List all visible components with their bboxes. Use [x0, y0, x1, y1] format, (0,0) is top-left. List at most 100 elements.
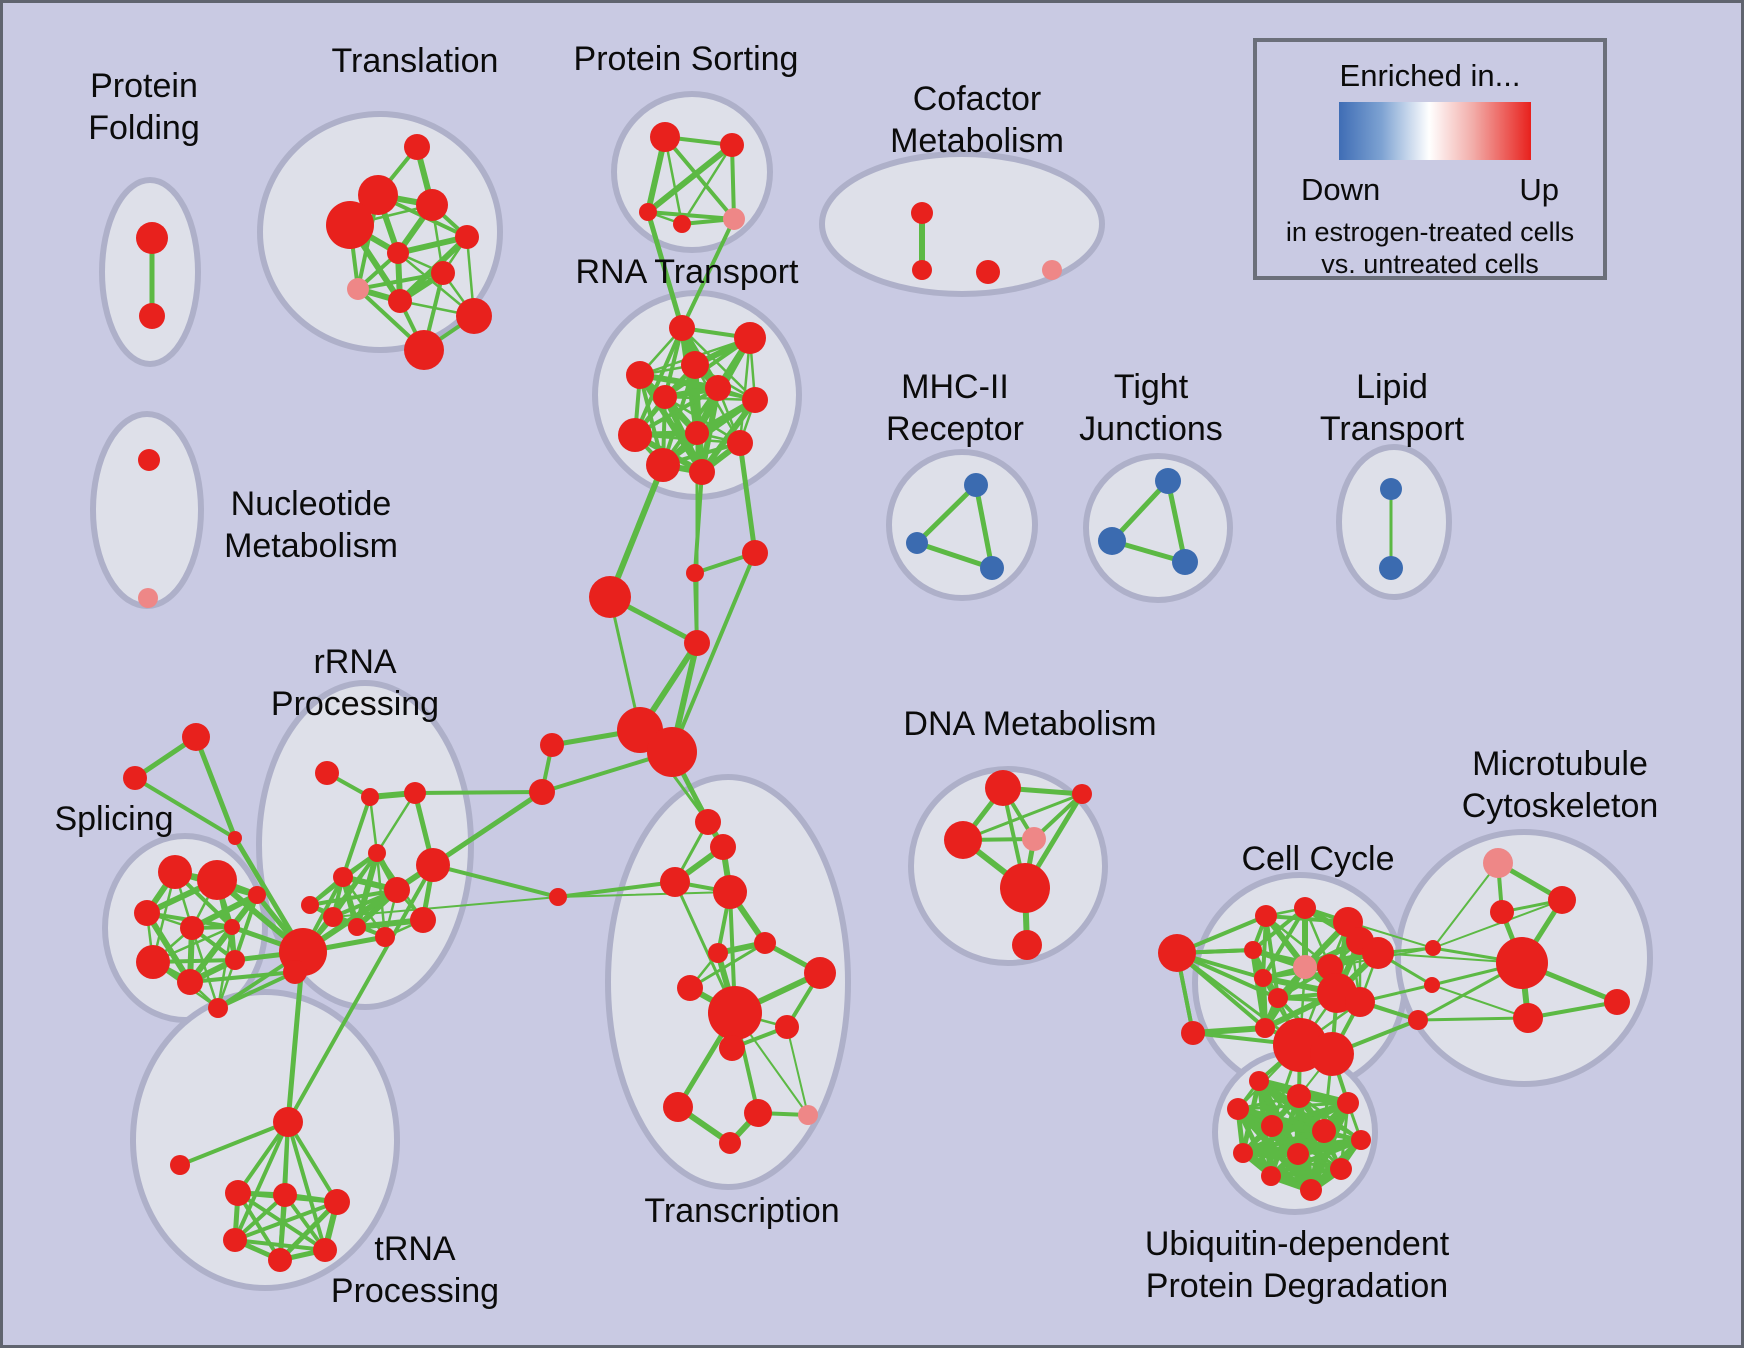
node-rrna-6[interactable]: [410, 907, 436, 933]
node-translation-9[interactable]: [456, 298, 492, 334]
node-mhc-2[interactable]: [980, 556, 1004, 580]
node-dna-1[interactable]: [1072, 784, 1092, 804]
node-ubiquitin-4[interactable]: [1261, 1115, 1283, 1137]
node-splicing-4[interactable]: [224, 919, 240, 935]
node-splicing-6[interactable]: [136, 945, 170, 979]
node-core-11[interactable]: [283, 960, 307, 984]
node-cell_cycle-1[interactable]: [1181, 1021, 1205, 1045]
node-cell_cycle-8[interactable]: [1293, 955, 1317, 979]
node-trna-0[interactable]: [273, 1107, 303, 1137]
node-rrna-7[interactable]: [323, 907, 343, 927]
node-protein_sorting-4[interactable]: [723, 208, 745, 230]
node-splicing-1[interactable]: [197, 860, 237, 900]
node-dna-0[interactable]: [985, 770, 1021, 806]
node-transcription-5[interactable]: [754, 932, 776, 954]
node-trna-4[interactable]: [324, 1189, 350, 1215]
node-translation-3[interactable]: [326, 201, 374, 249]
node-splicing-0[interactable]: [158, 855, 192, 889]
node-microtubule-0[interactable]: [1483, 848, 1513, 878]
node-rna_transport-7[interactable]: [618, 418, 652, 452]
node-ubiquitin-7[interactable]: [1233, 1143, 1253, 1163]
node-ubiquitin-1[interactable]: [1287, 1084, 1311, 1108]
node-splicing_triangle-0[interactable]: [182, 723, 210, 751]
node-splicing_triangle-1[interactable]: [123, 766, 147, 790]
node-translation-10[interactable]: [404, 330, 444, 370]
node-ubiquitin-9[interactable]: [1330, 1158, 1352, 1180]
node-splicing_triangle-2[interactable]: [228, 831, 242, 845]
node-transcription-1[interactable]: [710, 834, 736, 860]
node-rna_transport-3[interactable]: [626, 361, 654, 389]
node-transcription-9[interactable]: [775, 1015, 799, 1039]
node-translation-7[interactable]: [347, 278, 369, 300]
node-lipid-1[interactable]: [1379, 556, 1403, 580]
node-cell_cycle-2[interactable]: [1255, 905, 1277, 927]
node-trna-6[interactable]: [268, 1248, 292, 1272]
node-ubiquitin-8[interactable]: [1287, 1143, 1309, 1165]
node-rna_transport-1[interactable]: [734, 322, 766, 354]
node-ubiquitin-3[interactable]: [1227, 1098, 1249, 1120]
node-protein_sorting-1[interactable]: [720, 133, 744, 157]
node-dna-3[interactable]: [1022, 827, 1046, 851]
node-rrna-9[interactable]: [375, 927, 395, 947]
node-transcription-14[interactable]: [719, 1132, 741, 1154]
node-translation-2[interactable]: [416, 189, 448, 221]
node-cell_cycle-16[interactable]: [1310, 1032, 1354, 1076]
node-cell_cycle-7[interactable]: [1244, 941, 1262, 959]
node-splicing-9[interactable]: [208, 998, 228, 1018]
node-trna-3[interactable]: [273, 1183, 297, 1207]
node-rrna-0[interactable]: [315, 761, 339, 785]
node-cell_cycle-14[interactable]: [1255, 1018, 1275, 1038]
node-rna_transport-11[interactable]: [689, 459, 715, 485]
node-microtubule-2[interactable]: [1490, 900, 1514, 924]
node-rrna-1[interactable]: [361, 788, 379, 806]
node-microtubule-4[interactable]: [1513, 1003, 1543, 1033]
node-core-6[interactable]: [540, 733, 564, 757]
node-dna-5[interactable]: [1012, 930, 1042, 960]
node-transcription-12[interactable]: [744, 1099, 772, 1127]
node-protein_sorting-3[interactable]: [673, 215, 691, 233]
node-core-9[interactable]: [549, 888, 567, 906]
node-ubiquitin-2[interactable]: [1337, 1092, 1359, 1114]
node-transcription-3[interactable]: [713, 875, 747, 909]
node-splicing-8[interactable]: [177, 969, 203, 995]
node-cell_cycle-0[interactable]: [1158, 934, 1196, 972]
node-rna_transport-5[interactable]: [705, 375, 731, 401]
node-rna_transport-2[interactable]: [681, 351, 709, 379]
node-ubiquitin-0[interactable]: [1249, 1071, 1269, 1091]
node-cell_cycle-3[interactable]: [1294, 897, 1316, 919]
node-cofactor-1[interactable]: [912, 260, 932, 280]
node-translation-1[interactable]: [358, 175, 398, 215]
node-microtubule-6[interactable]: [1425, 940, 1441, 956]
node-ubiquitin-10[interactable]: [1261, 1166, 1281, 1186]
node-microtubule-3[interactable]: [1496, 937, 1548, 989]
node-cell_cycle-10[interactable]: [1254, 969, 1272, 987]
node-rrna-2[interactable]: [404, 782, 426, 804]
node-lipid-0[interactable]: [1380, 478, 1402, 500]
node-rna_transport-9[interactable]: [727, 430, 753, 456]
node-core-2[interactable]: [742, 540, 768, 566]
node-splicing-5[interactable]: [248, 886, 266, 904]
node-core-5[interactable]: [647, 727, 697, 777]
node-translation-4[interactable]: [455, 225, 479, 249]
node-translation-0[interactable]: [404, 134, 430, 160]
node-rrna-4[interactable]: [333, 867, 353, 887]
node-splicing-2[interactable]: [134, 900, 160, 926]
node-core-3[interactable]: [684, 630, 710, 656]
node-cofactor-2[interactable]: [976, 260, 1000, 284]
node-mhc-0[interactable]: [964, 473, 988, 497]
node-tight_junctions-1[interactable]: [1098, 527, 1126, 555]
node-core-1[interactable]: [686, 564, 704, 582]
node-cofactor-3[interactable]: [1042, 260, 1062, 280]
node-core-7[interactable]: [529, 779, 555, 805]
node-ubiquitin-11[interactable]: [1300, 1179, 1322, 1201]
node-rna_transport-4[interactable]: [653, 385, 677, 409]
node-trna-5[interactable]: [223, 1228, 247, 1252]
node-cell_cycle-6[interactable]: [1362, 937, 1394, 969]
node-rrna-3[interactable]: [368, 844, 386, 862]
node-transcription-6[interactable]: [677, 975, 703, 1001]
node-dna-4[interactable]: [1000, 863, 1050, 913]
node-protein_sorting-0[interactable]: [650, 122, 680, 152]
node-trna-1[interactable]: [170, 1155, 190, 1175]
node-transcription-7[interactable]: [804, 957, 836, 989]
node-transcription-0[interactable]: [695, 809, 721, 835]
